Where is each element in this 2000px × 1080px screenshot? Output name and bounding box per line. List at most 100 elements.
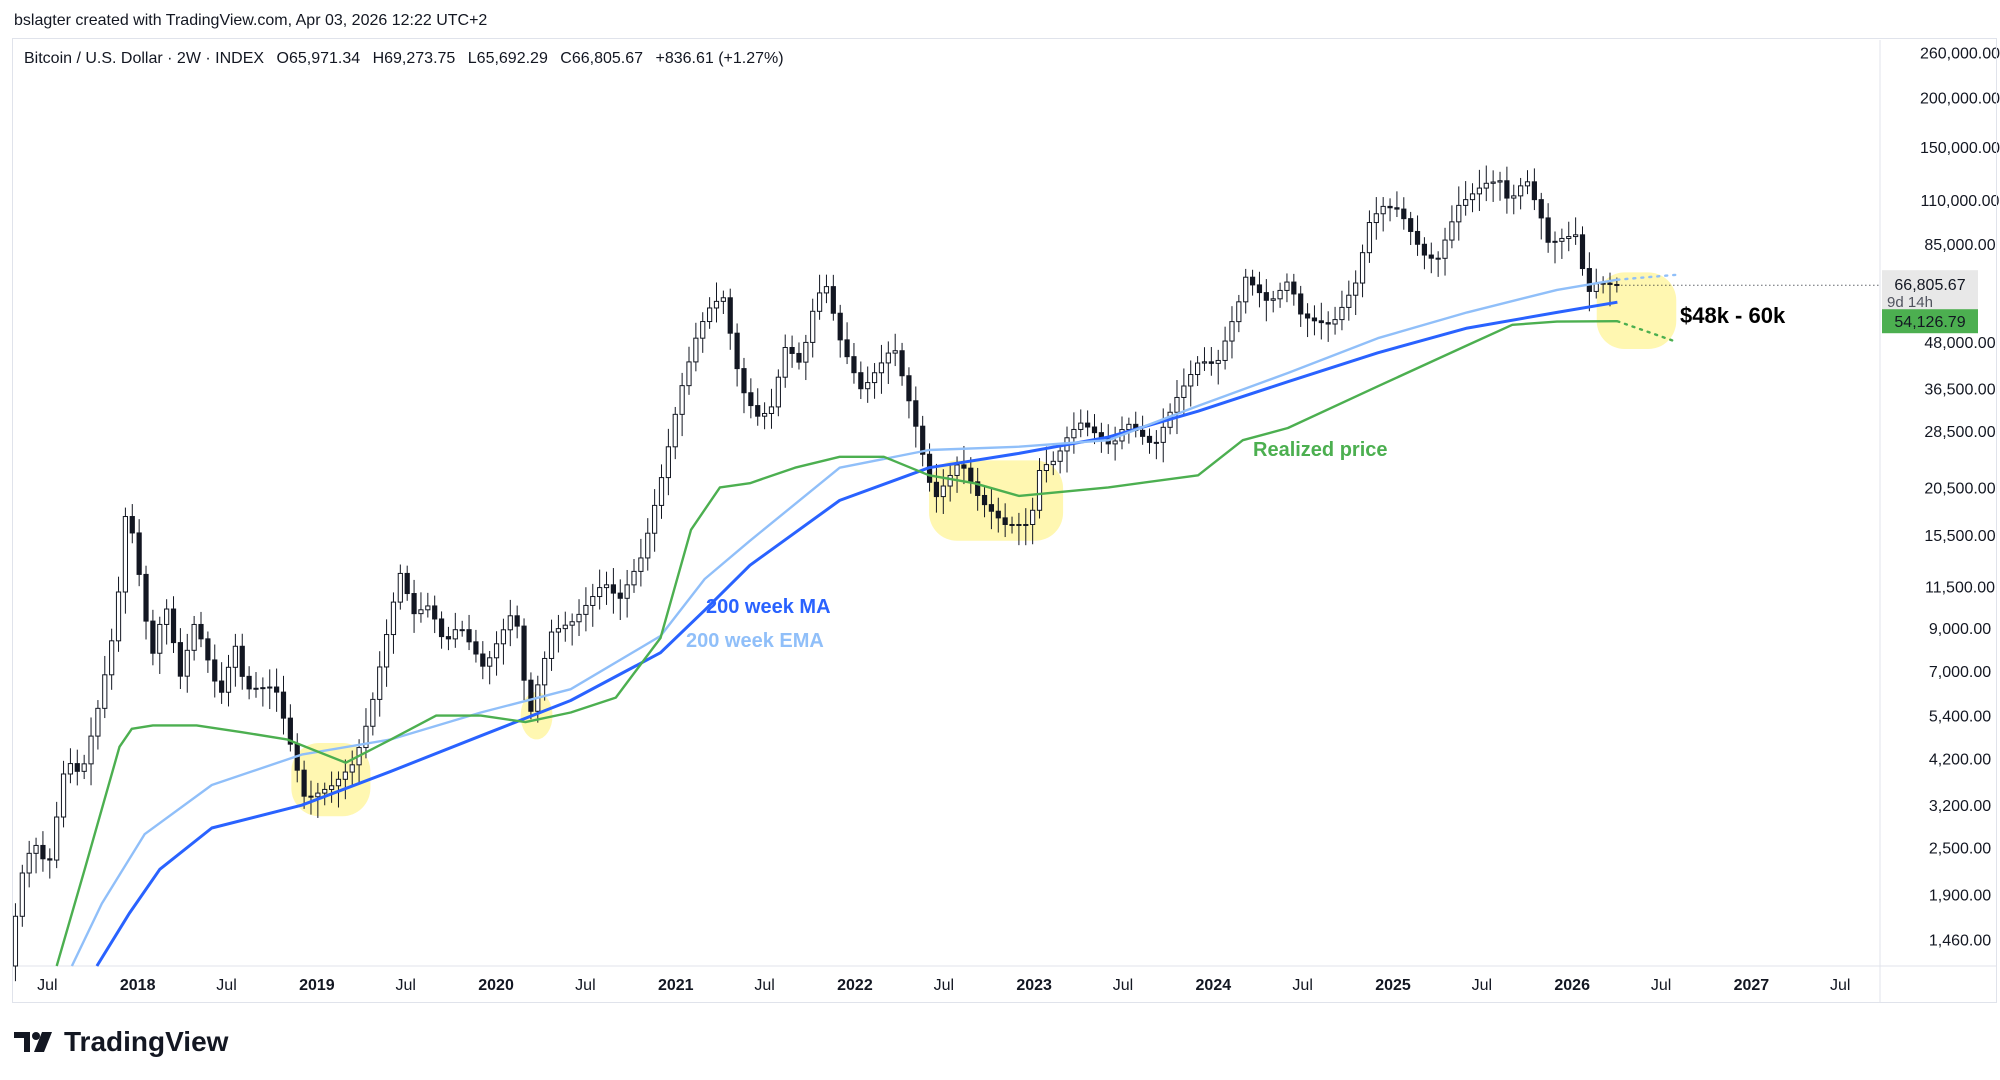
candle-body-221 [1531, 181, 1537, 201]
symbol-name: Bitcoin / U.S. Dollar · 2W · INDEX [24, 50, 265, 67]
last-price-badge-value: 66,805.67 [1894, 277, 1965, 294]
candle-body-142 [988, 504, 995, 512]
candle-body-117 [816, 292, 823, 312]
realized-price-annotation[interactable]: Realized price [1253, 439, 1388, 461]
candle-body-79 [555, 628, 562, 633]
candle-body-53 [377, 666, 383, 700]
candle-body-116 [810, 310, 816, 343]
candle-body-100 [700, 321, 706, 339]
candle-body-8 [67, 763, 74, 775]
projection-line-0 [1616, 273, 1678, 281]
candle-body-11 [88, 735, 94, 765]
time-tick-label-7: 2021 [658, 977, 694, 994]
candle-body-77 [542, 657, 548, 686]
candle-body-66 [466, 629, 472, 643]
ema-annotation[interactable]: 200 week EMA [686, 630, 824, 652]
candle-body-1 [19, 872, 25, 917]
candle-body-151 [1050, 460, 1056, 466]
candle-body-38 [274, 686, 280, 693]
candle-body-82 [576, 613, 582, 623]
tradingview-wordmark: TradingView [64, 1026, 229, 1057]
time-tick-label-17: 2026 [1554, 977, 1590, 994]
candle-body-182 [1263, 292, 1269, 301]
candle-body-184 [1277, 289, 1283, 300]
plot-frame [12, 38, 1997, 1003]
price-tick-label-13: 48,000.00 [1924, 335, 1995, 352]
time-tick-label-13: 2024 [1196, 977, 1232, 994]
candle-body-74 [521, 625, 527, 681]
candle-body-207 [1435, 257, 1441, 260]
ma-annotation[interactable]: 200 week MA [706, 596, 831, 618]
candle-body-23 [170, 608, 177, 644]
price-tick-label-16: 110,000.00 [1921, 193, 2000, 210]
candle-body-145 [1009, 523, 1015, 526]
candle-body-108 [755, 405, 761, 417]
candle-body-52 [370, 698, 376, 727]
candle-body-32 [232, 645, 238, 668]
candle-body-170 [1181, 385, 1187, 398]
candle-body-131 [913, 400, 919, 427]
candle-body-149 [1036, 470, 1043, 511]
candle-body-140 [975, 481, 981, 496]
candle-body-28 [205, 638, 211, 661]
candle-body-135 [940, 485, 946, 498]
time-tick-label-2: Jul [216, 977, 236, 994]
candle-body-212 [1469, 193, 1476, 201]
price-tick-label-8: 11,500.00 [1925, 579, 1995, 596]
candle-body-75 [528, 679, 534, 712]
candle-body-218 [1511, 195, 1517, 199]
price-tick-label-2: 2,500.00 [1929, 840, 1991, 857]
candle-body-206 [1428, 254, 1434, 259]
ohlc-low: L65,692.29 [467, 50, 548, 67]
candle-body-65 [459, 629, 465, 632]
candle-body-196 [1359, 252, 1366, 284]
candle-body-223 [1545, 217, 1551, 243]
candle-body-34 [246, 675, 252, 690]
time-tick-label-19: 2027 [1734, 977, 1770, 994]
candle-body-199 [1380, 205, 1386, 215]
candle-body-118 [823, 286, 830, 294]
candle-body-9 [74, 763, 80, 772]
candle-body-55 [390, 601, 397, 636]
candle-body-30 [219, 680, 225, 693]
price-axis: 1,460.00 1,900.00 2,500.00 3,200.00 4,200.00… [1920, 46, 2000, 950]
candle-body-127 [885, 352, 891, 364]
candle-body-31 [225, 666, 232, 693]
candle-body-164 [1140, 429, 1146, 437]
candle-body-63 [445, 636, 452, 640]
candle-body-189 [1311, 317, 1318, 322]
candle-body-43 [308, 795, 314, 798]
candle-body-45 [322, 788, 328, 794]
candle-body-84 [590, 596, 596, 606]
candle-body-42 [301, 769, 307, 797]
candle-body-215 [1490, 181, 1496, 184]
candle-body-83 [583, 604, 589, 615]
price-tick-label-19: 260,000.00 [1920, 46, 2000, 63]
candle-body-112 [782, 346, 788, 378]
candle-body-152 [1057, 450, 1063, 462]
candle-body-19 [143, 573, 149, 622]
candle-body-13 [102, 674, 108, 709]
time-tick-label-5: 2020 [478, 977, 514, 994]
candle-body-226 [1566, 236, 1572, 239]
tradingview-logo[interactable]: TradingView [14, 1026, 228, 1058]
time-tick-label-16: Jul [1472, 977, 1492, 994]
candle-body-202 [1401, 208, 1407, 220]
time-tick-label-12: Jul [1113, 977, 1133, 994]
candle-body-205 [1421, 243, 1428, 256]
time-tick-label-3: 2019 [299, 977, 335, 994]
candle-body-229 [1586, 268, 1592, 292]
candle-body-102 [713, 300, 720, 309]
candle-body-222 [1538, 199, 1544, 219]
range-annotation[interactable]: $48k - 60k [1680, 303, 1786, 328]
time-tick-label-10: Jul [934, 977, 954, 994]
candle-body-70 [493, 643, 500, 659]
candle-body-17 [129, 516, 135, 534]
candle-body-105 [734, 332, 740, 370]
candle-body-217 [1504, 180, 1510, 199]
candle-body-181 [1256, 284, 1263, 294]
candle-body-91 [638, 557, 644, 572]
candle-body-80 [562, 624, 568, 630]
